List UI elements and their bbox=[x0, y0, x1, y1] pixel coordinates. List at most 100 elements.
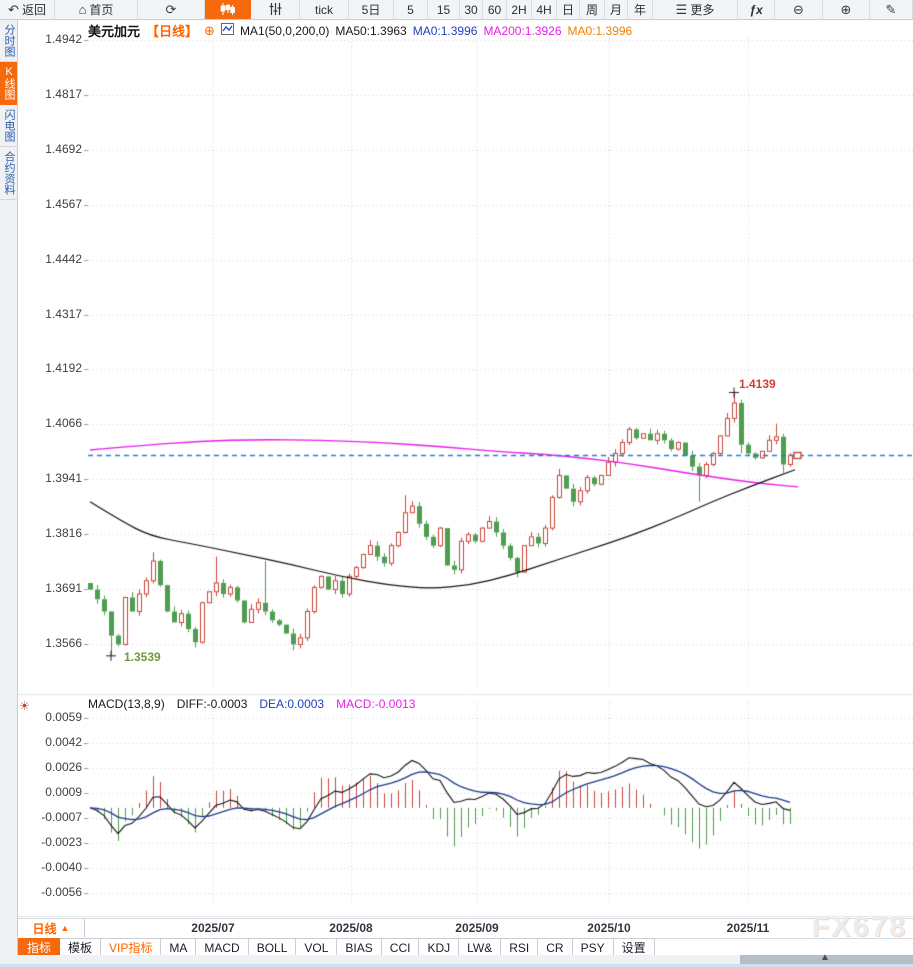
interval-60-button-label: 60 bbox=[487, 2, 502, 17]
more-button[interactable]: ☰ 更多 bbox=[653, 0, 738, 19]
add-indicator-icon[interactable]: ⊕ bbox=[204, 22, 215, 38]
interval-60-button[interactable]: 60 bbox=[483, 0, 507, 19]
price-axis-label: 1.3691 bbox=[45, 581, 82, 596]
indicator-sliders-button[interactable] bbox=[251, 0, 300, 19]
scrollbar-thumb[interactable] bbox=[740, 955, 913, 964]
tab-cci[interactable]: CCI bbox=[381, 938, 420, 957]
price-axis-label: 1.4567 bbox=[45, 196, 82, 211]
tab-rsi[interactable]: RSI bbox=[501, 938, 539, 957]
watermark-logo: FX678 bbox=[811, 911, 907, 943]
macd-axis-label: 0.0059 bbox=[45, 710, 82, 724]
top-toolbar: ↶ 返回 ⌂ 首页 ⟳ tick 5日 5 15 30 60 2H 4H 日周月年 ☰ 更多 ƒx ⊖ ⊕ ✎ bbox=[0, 0, 913, 20]
ma50-value: MA50:1.3963 bbox=[335, 23, 407, 38]
ma-mini-chart-icon bbox=[220, 23, 234, 38]
interval-month-button-label: 月 bbox=[609, 3, 622, 17]
interval-2h-button[interactable]: 2H bbox=[507, 0, 532, 19]
formula-button-label: ƒx bbox=[749, 2, 763, 17]
macd-dea-value: DEA:0.0003 bbox=[259, 697, 325, 711]
interval-month-button[interactable]: 月 bbox=[605, 0, 628, 19]
interval-tick-button-label: tick bbox=[315, 2, 333, 17]
price-axis-label: 1.4442 bbox=[45, 251, 82, 266]
refresh-button[interactable]: ⟳ bbox=[138, 0, 205, 19]
sidebar-item-kline-chart[interactable]: K线图 bbox=[0, 62, 17, 105]
interval-day-button[interactable]: 日 bbox=[557, 0, 580, 19]
zoom-in-button[interactable]: ⊕ bbox=[823, 0, 870, 19]
page-edge bbox=[0, 964, 913, 967]
sidebar-item-time-chart[interactable]: 分时图 bbox=[0, 20, 17, 62]
period-selector-label: 日线 bbox=[32, 921, 57, 936]
tab-templates[interactable]: 模板 bbox=[60, 938, 102, 957]
macd-axis-label: 0.0042 bbox=[45, 735, 82, 750]
chevron-up-icon: ▲ bbox=[60, 923, 70, 933]
interval-5day-button[interactable]: 5日 bbox=[349, 0, 394, 19]
tab-indicators[interactable]: 指标 bbox=[18, 938, 61, 957]
interval-15-button[interactable]: 15 bbox=[428, 0, 460, 19]
interval-tick-button[interactable]: tick bbox=[300, 0, 349, 19]
kline-chart-button[interactable] bbox=[205, 0, 251, 19]
x-axis-label: 2025/07 bbox=[191, 921, 235, 935]
macd-axis-label: -0.0040 bbox=[41, 860, 82, 875]
collapse-panel-icon[interactable]: ▲ bbox=[820, 952, 830, 963]
period-selector[interactable]: 日线 ▲ bbox=[18, 919, 85, 937]
interval-4h-button[interactable]: 4H bbox=[532, 0, 557, 19]
ma0-value-orange: MA0:1.3996 bbox=[567, 23, 633, 38]
price-axis-label: 1.4066 bbox=[45, 416, 82, 431]
horizontal-scrollbar[interactable]: ▲ bbox=[0, 952, 913, 964]
interval-week-button[interactable]: 周 bbox=[580, 0, 605, 19]
back-icon: ↶ bbox=[8, 2, 19, 17]
kline-chart-icon bbox=[220, 2, 235, 17]
zoom-in-icon: ⊕ bbox=[840, 2, 852, 17]
back-button-label: 返回 bbox=[21, 3, 46, 17]
more-button-label: 更多 bbox=[690, 3, 715, 17]
macd-axis-label: 0.0026 bbox=[45, 760, 82, 775]
tab-cr[interactable]: CR bbox=[538, 938, 573, 957]
tab-vip-indicators[interactable]: VIP指标 bbox=[101, 938, 162, 957]
more-icon: ☰ bbox=[675, 2, 688, 17]
refresh-icon: ⟳ bbox=[165, 2, 177, 17]
home-button[interactable]: ⌂ 首页 bbox=[55, 0, 138, 19]
macd-axis-label: 0.0009 bbox=[45, 785, 82, 800]
interval-day-button-label: 日 bbox=[561, 3, 574, 17]
sidebar-item-lightning-chart[interactable]: 闪电图 bbox=[0, 105, 17, 147]
tab-psy[interactable]: PSY bbox=[572, 938, 614, 957]
interval-30-button[interactable]: 30 bbox=[460, 0, 483, 19]
ma-settings-label: MA1(50,0,200,0) bbox=[239, 23, 330, 38]
interval-year-button[interactable]: 年 bbox=[628, 0, 653, 19]
interval-30-button-label: 30 bbox=[464, 2, 478, 17]
formula-button[interactable]: ƒx bbox=[738, 0, 775, 19]
time-axis-row: 日线 ▲ 2025/07 2025/08 2025/09 2025/10 2025/11 bbox=[18, 918, 913, 939]
tab-boll[interactable]: BOLL bbox=[248, 938, 297, 957]
ma200-value: MA200:1.3926 bbox=[483, 23, 562, 38]
x-axis-label: 2025/11 bbox=[726, 921, 770, 935]
price-axis-label: 1.4692 bbox=[45, 141, 82, 156]
period-label: 【日线】 bbox=[146, 24, 199, 39]
interval-year-button-label: 年 bbox=[633, 3, 646, 17]
symbol-name: 美元加元 bbox=[88, 24, 141, 39]
high-price-annotation: 1.4139 bbox=[739, 377, 776, 392]
macd-formula-label: MACD(13,8,9) bbox=[88, 697, 165, 711]
back-button[interactable]: ↶ 返回 bbox=[0, 0, 55, 19]
low-price-annotation: 1.3539 bbox=[124, 649, 161, 664]
price-axis-label: 1.4317 bbox=[45, 306, 82, 321]
indicator-settings-icon[interactable]: ☀ bbox=[19, 699, 30, 713]
tab-bias[interactable]: BIAS bbox=[337, 938, 382, 957]
draw-button[interactable]: ✎ bbox=[870, 0, 913, 19]
zoom-out-button[interactable]: ⊖ bbox=[775, 0, 823, 19]
price-axis-label: 1.4192 bbox=[45, 361, 82, 376]
macd-axis-label: -0.0056 bbox=[41, 885, 82, 900]
tab-ma[interactable]: MA bbox=[161, 938, 197, 957]
macd-axis-label: -0.0007 bbox=[41, 810, 82, 825]
sidebar-item-contract-info[interactable]: 合约资料 bbox=[0, 147, 17, 200]
tab-vol[interactable]: VOL bbox=[296, 938, 338, 957]
interval-week-button-label: 周 bbox=[585, 3, 598, 17]
price-axis-label: 1.3566 bbox=[45, 636, 82, 650]
interval-5-button[interactable]: 5 bbox=[394, 0, 428, 19]
chart-header: 美元加元 【日线】 ⊕ MA1(50,0,200,0) MA50:1.3963 … bbox=[88, 21, 632, 40]
chart-type-sidebar: 分时图 K线图 闪电图 合约资料 bbox=[0, 20, 18, 967]
price-axis-label: 1.3816 bbox=[45, 526, 82, 541]
interval-5day-button-label: 5日 bbox=[361, 3, 381, 17]
tab-settings[interactable]: 设置 bbox=[613, 938, 655, 957]
tab-kdj[interactable]: KDJ bbox=[419, 938, 460, 957]
